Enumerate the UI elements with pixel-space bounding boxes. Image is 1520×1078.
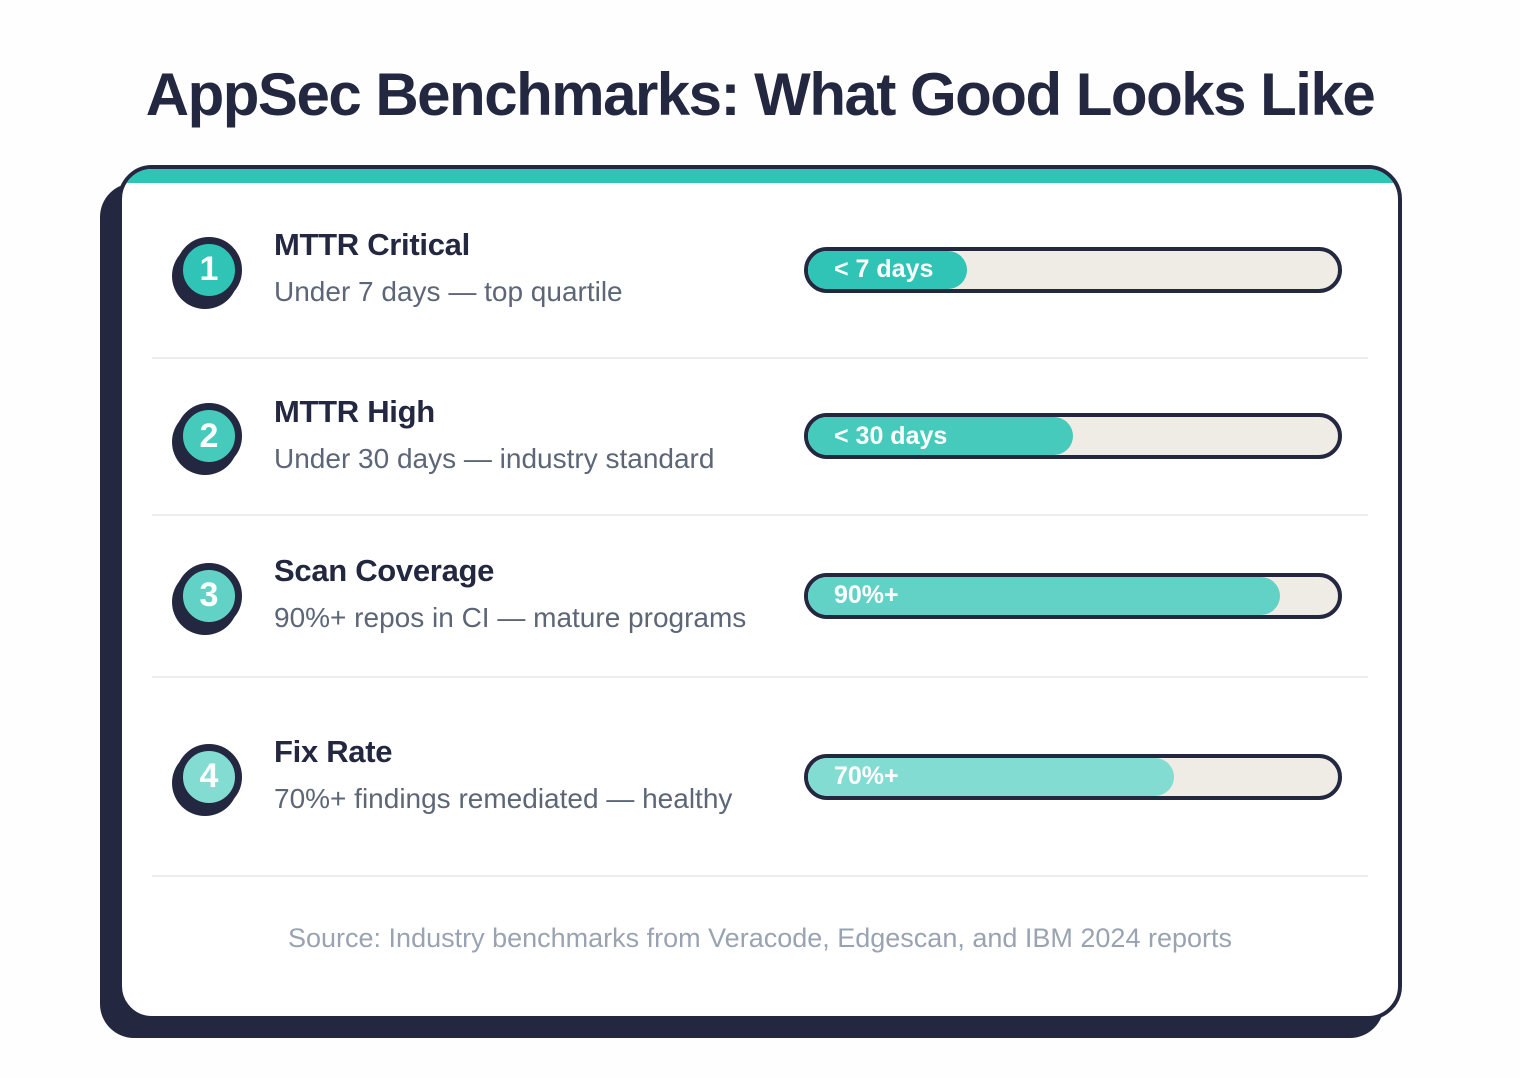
benchmark-text: Fix Rate 70%+ findings remediated — heal… [274,734,732,820]
benchmark-row-mttr-high: 2 MTTR High Under 30 days — industry sta… [152,359,1368,517]
benchmark-title: Fix Rate [274,733,393,769]
benchmark-description: Under 7 days — top quartile [274,276,623,307]
progress-bar-fill: < 7 days [808,250,967,289]
step-number-badge: 4 [176,743,242,810]
source-note: Source: Industry benchmarks from Veracod… [288,923,1232,954]
benchmark-row-scan-coverage: 3 Scan Coverage 90%+ repos in CI — matur… [152,516,1368,678]
benchmark-description: 70%+ findings remediated — healthy [274,782,733,814]
benchmark-title: Scan Coverage [274,553,495,589]
card-footer: Source: Industry benchmarks from Veracod… [122,877,1398,954]
step-number-badge: 2 [176,403,242,470]
benchmark-description: 90%+ repos in CI — mature programs [274,602,747,634]
benchmarks-card: 1 MTTR Critical Under 7 days — top quart… [118,165,1402,1020]
benchmark-text: MTTR Critical Under 7 days — top quartil… [274,227,623,313]
benchmark-title: MTTR Critical [274,227,470,262]
benchmark-text: Scan Coverage 90%+ repos in CI — mature … [274,553,746,639]
benchmark-row-mttr-critical: 1 MTTR Critical Under 7 days — top quart… [152,183,1368,359]
progress-bar-fill: 70%+ [808,757,1174,796]
benchmark-rows: 1 MTTR Critical Under 7 days — top quart… [122,183,1398,878]
step-number-badge: 1 [176,236,242,303]
step-number-badge: 3 [176,562,242,629]
progress-bar-fill: < 30 days [808,417,1073,456]
card-accent-strip [122,169,1398,183]
progress-bar-track: 70%+ [804,753,1342,800]
page-title: AppSec Benchmarks: What Good Looks Like [145,61,1376,128]
progress-bar-track: < 30 days [804,413,1342,460]
progress-bar-track: 90%+ [804,572,1342,619]
progress-bar-fill: 90%+ [808,576,1280,615]
progress-bar-track: < 7 days [804,246,1342,293]
benchmark-row-fix-rate: 4 Fix Rate 70%+ findings remediated — he… [152,678,1368,878]
benchmark-title: MTTR High [274,393,435,429]
benchmark-description: Under 30 days — industry standard [274,442,715,474]
benchmark-text: MTTR High Under 30 days — industry stand… [274,394,714,480]
